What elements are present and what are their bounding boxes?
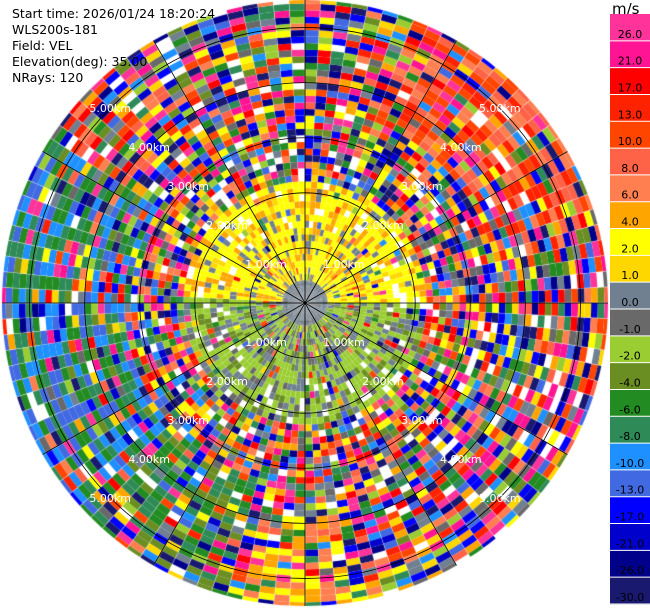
colorbar-tick-label: 0.0 [621, 296, 639, 309]
range-ring-label: 3.00km [401, 414, 443, 427]
azimuth-spoke [304, 302, 568, 455]
colorbar-segment [610, 282, 650, 310]
colorbar-segment [610, 67, 650, 96]
range-ring-label: 5.00km [479, 102, 521, 115]
colorbar-segment [610, 174, 650, 203]
colorbar-segment [610, 443, 650, 471]
colorbar-tick-label: -10.0 [616, 457, 644, 470]
colorbar-segment [610, 121, 650, 149]
azimuth-spoke [304, 40, 457, 304]
range-ring-label: 3.00km [167, 180, 209, 193]
range-ring-label: 1.00km [245, 336, 287, 349]
range-ring-label: 2.00km [206, 375, 248, 388]
colorbar-segment [610, 335, 650, 364]
colorbar-tick-label: 10.0 [618, 135, 643, 148]
colorbar-segment [610, 523, 650, 551]
colorbar-tick-label: -1.0 [619, 323, 640, 336]
range-ring-label: 1.00km [323, 258, 365, 271]
colorbar-segment [610, 362, 650, 391]
range-ring-label: 4.00km [440, 141, 482, 154]
start-time-text: Start time: 2026/01/24 18:20:24 [12, 6, 216, 21]
colorbar-segment [610, 496, 650, 525]
range-ring-label: 3.00km [401, 180, 443, 193]
azimuth-spoke [42, 302, 306, 455]
instrument-text: WLS200s-181 [12, 22, 98, 37]
colorbar-tick-label: -13.0 [616, 484, 644, 497]
colorbar-tick-label: -26.0 [616, 564, 644, 577]
field-text: Field: VEL [12, 38, 73, 53]
range-ring-label: 5.00km [89, 102, 131, 115]
colorbar-segment [610, 14, 650, 42]
colorbar-tick-label: -21.0 [616, 537, 644, 550]
range-ring-label: 1.00km [323, 336, 365, 349]
range-ring-label: 5.00km [479, 492, 521, 505]
colorbar-tick-label: 8.0 [621, 162, 639, 175]
colorbar-tick-label: -2.0 [619, 350, 640, 363]
nrays-text: NRays: 120 [12, 70, 84, 85]
azimuth-spoke [304, 151, 568, 304]
colorbar-tick-label: -17.0 [616, 511, 644, 524]
colorbar-segment [610, 550, 650, 578]
colorbar-tick-label: -4.0 [619, 376, 640, 389]
colorbar-segment [610, 201, 650, 230]
colorbar-segment [610, 389, 650, 417]
range-rings-overlay: 1.00km 1.00km 1.00km 1.00km 2.00km 2.00km 2.00… [2, 0, 608, 606]
colorbar-tick-label: 21.0 [618, 55, 643, 68]
colorbar-tick-label: 17.0 [618, 81, 643, 94]
colorbar-segment [610, 309, 650, 337]
colorbar-segment [610, 577, 650, 605]
colorbar-segment [610, 228, 650, 256]
range-ring-label: 2.00km [362, 219, 404, 232]
colorbar-segment [610, 94, 650, 122]
colorbar-tick-label: -6.0 [619, 403, 640, 416]
colorbar-segment [610, 40, 650, 69]
azimuth-spoke [42, 151, 306, 304]
range-ring-label: 2.00km [206, 219, 248, 232]
colorbar-segment [610, 469, 650, 498]
range-ring-label: 3.00km [167, 414, 209, 427]
range-ring-label: 4.00km [128, 453, 170, 466]
colorbar-tick-label: 4.0 [621, 216, 639, 229]
colorbar-tick-label: 13.0 [618, 108, 643, 121]
azimuth-spoke [304, 302, 457, 566]
range-ring-label: 4.00km [128, 141, 170, 154]
colorbar-segment [610, 255, 650, 283]
colorbar-tick-label: -8.0 [619, 430, 640, 443]
azimuth-spoke [153, 40, 306, 304]
range-ring-label: 4.00km [440, 453, 482, 466]
colorbar-tick-label: 6.0 [621, 189, 639, 202]
colorbar-tick-label: 26.0 [618, 28, 643, 41]
colorbar-unit: m/s [612, 0, 640, 18]
range-ring-label: 1.00km [245, 258, 287, 271]
colorbar-tick-label: -30.0 [616, 591, 644, 604]
colorbar: 26.0 21.0 17.0 13.0 10.0 8.0 6.0 4.0 2.0 1.0 0.0 -1… [610, 14, 650, 605]
colorbar-segment [610, 148, 650, 176]
azimuth-spoke [153, 302, 306, 566]
colorbar-tick-label: 1.0 [621, 269, 639, 282]
colorbar-segment [610, 416, 650, 444]
range-ring-label: 5.00km [89, 492, 131, 505]
plot-info: Start time: 2026/01/24 18:20:24 WLS200s-… [12, 6, 215, 86]
range-ring-label: 2.00km [362, 375, 404, 388]
elevation-text: Elevation(deg): 35.00 [12, 54, 148, 69]
colorbar-tick-label: 2.0 [621, 242, 639, 255]
